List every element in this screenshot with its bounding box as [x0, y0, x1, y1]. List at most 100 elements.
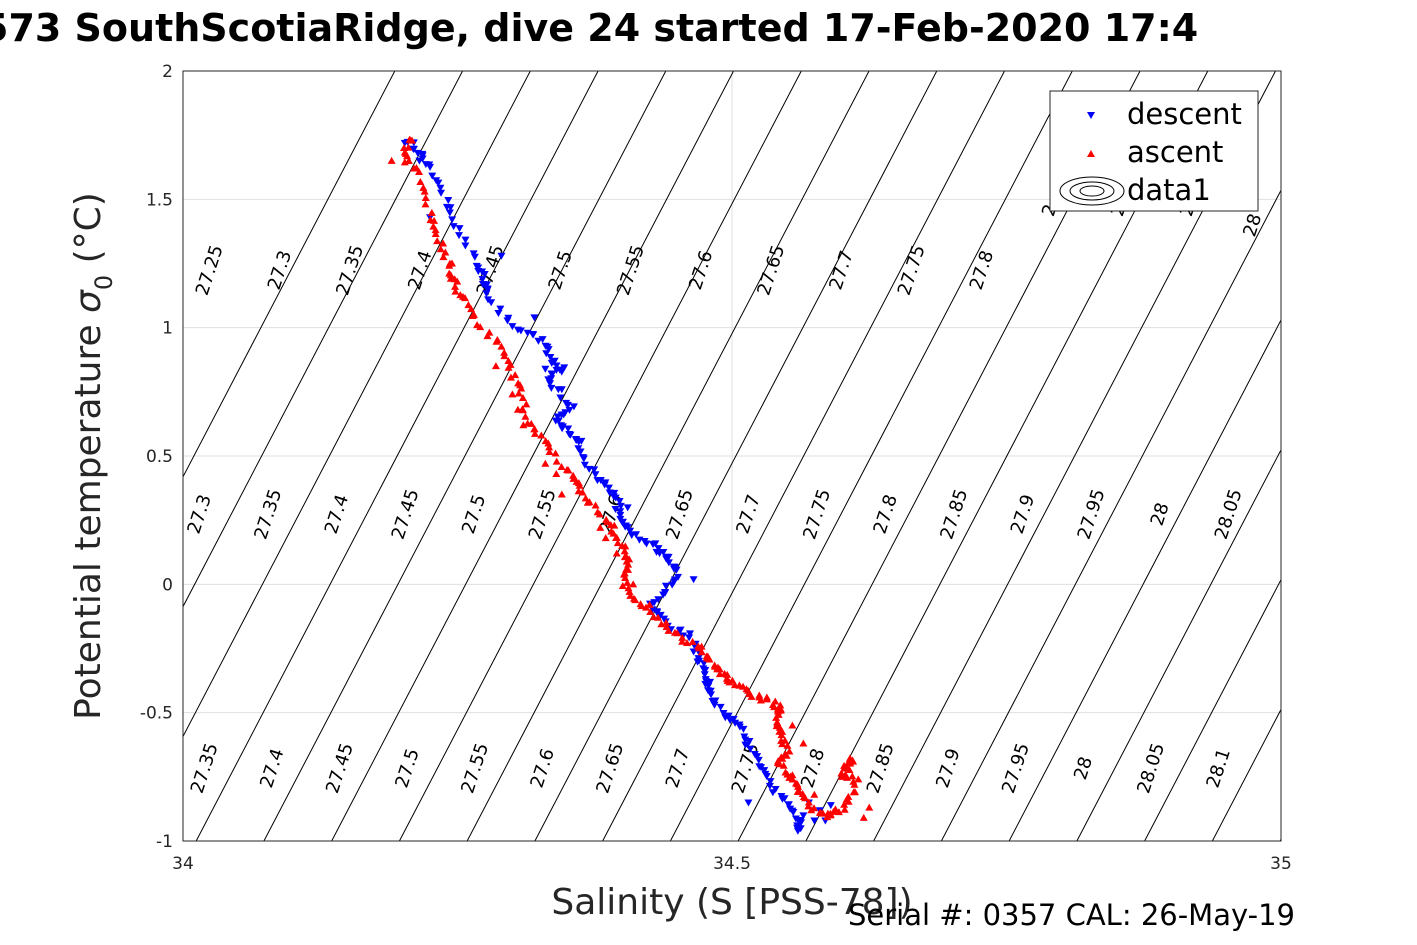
ascent-point — [517, 384, 526, 392]
contour-label: 27.7 — [732, 492, 764, 537]
y-tick-label: 1.5 — [146, 190, 173, 210]
ascent-point — [624, 584, 633, 592]
ascent-point — [612, 549, 621, 557]
descent-point — [651, 540, 660, 548]
descent-point — [455, 225, 464, 233]
ascent-point — [626, 591, 635, 599]
descent-point — [554, 417, 563, 425]
descent-point — [653, 609, 662, 617]
x-tick-label: 34 — [172, 854, 194, 874]
ascent-point — [618, 582, 627, 590]
ascent-point — [453, 277, 462, 285]
ascent-point — [609, 529, 618, 537]
ascent-point — [433, 237, 442, 245]
ascent-point — [551, 449, 560, 457]
x-axis-label: Salinity (S [PSS-78]) — [551, 882, 912, 923]
descent-point — [659, 591, 668, 599]
ascent-point — [612, 533, 621, 541]
descent-point — [810, 817, 819, 825]
ascent-point — [804, 802, 813, 810]
descent-point — [716, 703, 725, 711]
descent-point — [530, 314, 539, 322]
density-contour-line — [1076, 448, 1281, 841]
ascent-point — [631, 596, 640, 604]
descent-point — [461, 236, 470, 244]
descent-point — [418, 155, 427, 163]
contour-label: 27.4 — [321, 492, 353, 537]
ascent-point — [747, 692, 756, 700]
descent-point — [590, 466, 599, 474]
descent-point — [656, 611, 665, 619]
descent-point — [616, 508, 625, 516]
contour-label: 27.5 — [545, 248, 577, 293]
ascent-point — [519, 421, 528, 429]
descent-point — [719, 710, 728, 718]
contour-label: 27.6 — [527, 746, 559, 791]
density-contour-line — [331, 71, 734, 841]
descent-point — [560, 364, 569, 372]
descent-point — [552, 362, 561, 370]
descent-point — [826, 802, 835, 810]
ascent-point — [713, 665, 722, 673]
descent-point — [604, 484, 613, 492]
ascent-point — [508, 390, 517, 398]
descent-point — [580, 461, 589, 469]
descent-point — [724, 712, 733, 720]
descent-point — [708, 698, 717, 706]
ascent-point — [400, 143, 409, 151]
ascent-point — [431, 226, 440, 234]
contour-label: 27.55 — [457, 741, 493, 796]
descent-point — [546, 353, 555, 361]
ascent-point — [518, 394, 527, 402]
y-axis-ticks: -1 -0.5 0 0.5 1 1.5 2 — [140, 62, 173, 852]
ascent-point — [865, 803, 874, 811]
descent-point — [556, 394, 565, 402]
contour-label: 27.35 — [187, 741, 223, 796]
density-contour-line — [466, 71, 870, 841]
ascent-point — [816, 808, 825, 816]
descent-point — [689, 648, 698, 656]
ascent-point — [578, 488, 587, 496]
descent-point — [753, 753, 762, 761]
contour-label: 27.65 — [753, 243, 789, 298]
descent-series — [400, 138, 835, 835]
contour-label: 27.5 — [391, 746, 423, 791]
contour-label: 27.8 — [966, 248, 998, 293]
ascent-point — [840, 764, 849, 772]
descent-point — [478, 276, 487, 284]
contour-label: 27.45 — [388, 487, 424, 542]
ascent-point — [826, 811, 835, 819]
contour-label: 28 — [1147, 500, 1174, 528]
descent-point — [503, 317, 512, 325]
ascent-point — [544, 439, 553, 447]
contour-label: 27.95 — [998, 741, 1034, 796]
descent-point — [600, 481, 609, 489]
ascent-point — [678, 637, 687, 645]
legend: descent ascent data1 — [1049, 90, 1259, 212]
ascent-point — [778, 740, 787, 748]
ascent-point — [799, 739, 808, 747]
ascent-point — [728, 676, 737, 684]
ascent-point — [416, 177, 425, 185]
legend-ascent-marker — [1087, 150, 1095, 157]
contour-label: 27.35 — [332, 243, 368, 298]
descent-point — [664, 559, 673, 567]
density-contour-line — [602, 71, 1005, 841]
ascent-point — [451, 282, 460, 290]
descent-point — [474, 264, 483, 272]
descent-point — [706, 678, 715, 686]
ascent-point — [545, 443, 554, 451]
descent-point — [547, 384, 556, 392]
ascent-point — [775, 760, 784, 768]
ascent-point — [854, 775, 863, 783]
ascent-point — [601, 534, 610, 542]
descent-point — [549, 358, 558, 366]
ascent-point — [483, 332, 492, 340]
ascent-point — [387, 156, 396, 164]
ascent-point — [557, 463, 566, 471]
density-contour-line — [1144, 578, 1281, 841]
descent-point — [797, 819, 806, 827]
descent-point — [470, 253, 479, 261]
descent-point — [558, 423, 567, 431]
ascent-point — [844, 792, 853, 800]
